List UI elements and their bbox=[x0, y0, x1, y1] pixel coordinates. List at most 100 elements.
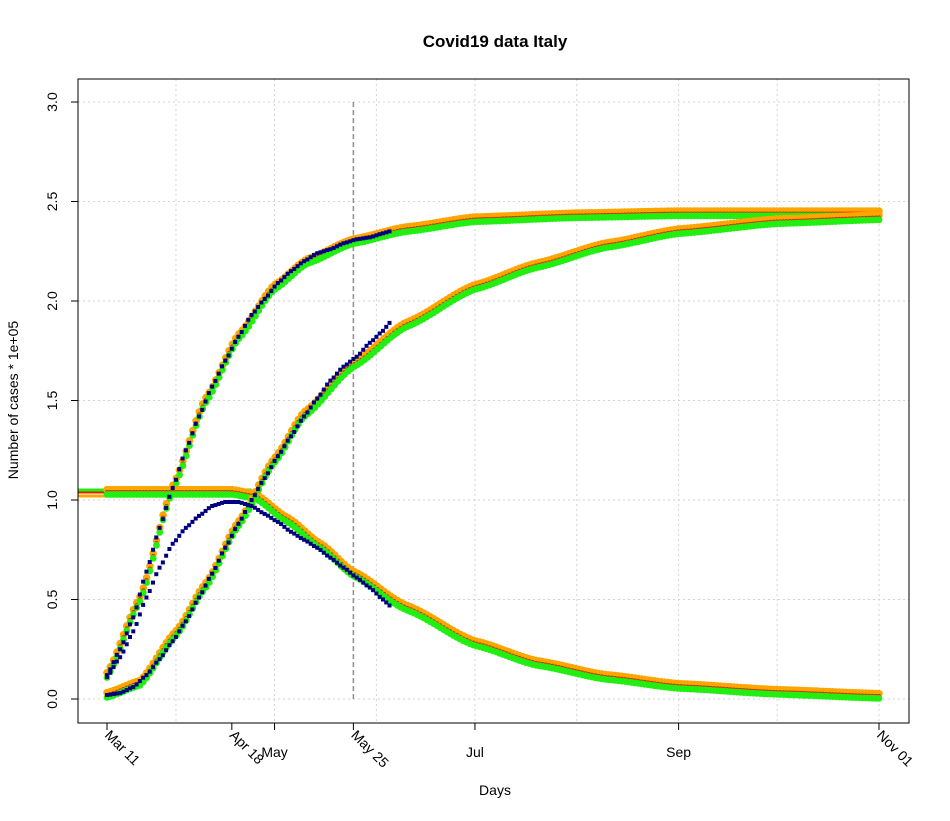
observed-series-closed bbox=[105, 320, 392, 698]
observed-point-closed bbox=[318, 392, 323, 397]
observed-point-cumulative bbox=[321, 249, 326, 254]
observed-point-closed bbox=[200, 590, 205, 595]
observed-point-active bbox=[256, 507, 261, 512]
observed-point-active bbox=[160, 560, 165, 565]
y-axis-label: Number of cases * 1e+05 bbox=[5, 321, 21, 480]
observed-point-active bbox=[236, 499, 241, 504]
observed-point-closed bbox=[226, 540, 231, 545]
observed-point-cumulative bbox=[252, 309, 257, 314]
observed-point-closed bbox=[262, 476, 267, 481]
observed-point-closed bbox=[223, 545, 228, 550]
observed-point-cumulative bbox=[351, 238, 356, 243]
observed-point-closed bbox=[380, 328, 385, 333]
observed-point-cumulative bbox=[236, 334, 241, 339]
observed-point-closed bbox=[298, 418, 303, 423]
fit-point-cumulative-green bbox=[176, 471, 183, 479]
observed-point-cumulative bbox=[118, 647, 123, 652]
y-tick-label: 0.0 bbox=[44, 689, 60, 709]
observed-point-active bbox=[259, 510, 264, 515]
observed-point-active bbox=[134, 621, 139, 626]
x-tick-label: Jul bbox=[466, 744, 484, 760]
observed-point-active bbox=[131, 629, 136, 634]
observed-point-active bbox=[285, 527, 290, 532]
observed-point-cumulative bbox=[219, 364, 224, 369]
observed-point-cumulative bbox=[305, 257, 310, 262]
observed-point-active bbox=[272, 518, 277, 523]
x-tick-label: Sep bbox=[666, 744, 691, 760]
observed-point-cumulative bbox=[200, 407, 205, 412]
observed-point-closed bbox=[311, 400, 316, 405]
fit-point-closed-green bbox=[242, 512, 249, 520]
observed-point-cumulative bbox=[180, 456, 185, 461]
observed-point-cumulative bbox=[131, 615, 136, 620]
observed-point-cumulative bbox=[302, 259, 307, 264]
observed-point-cumulative bbox=[311, 252, 316, 257]
observed-points bbox=[105, 229, 392, 698]
observed-point-closed bbox=[279, 449, 284, 454]
observed-point-cumulative bbox=[341, 241, 346, 246]
observed-point-active bbox=[328, 555, 333, 560]
fit-point-cumulative-green bbox=[205, 393, 213, 401]
observed-point-closed bbox=[354, 354, 359, 359]
observed-point-active bbox=[292, 531, 297, 536]
observed-point-closed bbox=[183, 619, 188, 624]
observed-point-cumulative bbox=[249, 312, 254, 317]
observed-point-cumulative bbox=[239, 330, 244, 335]
observed-point-active bbox=[279, 522, 284, 527]
observed-point-active bbox=[213, 503, 218, 508]
fit-point-closed-green bbox=[875, 216, 883, 224]
observed-point-cumulative bbox=[364, 235, 369, 240]
observed-point-active bbox=[325, 553, 330, 558]
observed-point-active bbox=[223, 499, 228, 504]
observed-point-cumulative bbox=[295, 264, 300, 269]
observed-point-active bbox=[173, 538, 178, 543]
observed-series-active bbox=[105, 499, 392, 680]
observed-point-active bbox=[167, 547, 172, 552]
y-tick-label: 2.5 bbox=[44, 192, 60, 212]
observed-point-active bbox=[242, 501, 247, 506]
observed-point-closed bbox=[308, 405, 313, 410]
observed-point-closed bbox=[111, 692, 116, 697]
observed-point-active bbox=[127, 635, 132, 640]
observed-point-closed bbox=[334, 371, 339, 376]
observed-point-active bbox=[105, 675, 109, 680]
observed-point-closed bbox=[249, 498, 254, 502]
observed-point-cumulative bbox=[216, 371, 221, 376]
observed-point-closed bbox=[321, 387, 326, 392]
observed-point-active bbox=[371, 588, 376, 593]
observed-point-active bbox=[239, 500, 244, 505]
observed-point-cumulative bbox=[265, 293, 270, 298]
observed-point-closed bbox=[302, 414, 307, 419]
observed-point-active bbox=[206, 506, 211, 511]
observed-point-active bbox=[357, 577, 362, 582]
x-tick-label: May bbox=[261, 744, 287, 760]
observed-point-cumulative bbox=[377, 232, 382, 237]
observed-point-cumulative bbox=[226, 353, 231, 358]
observed-point-active bbox=[190, 519, 195, 524]
observed-point-active bbox=[114, 659, 119, 664]
observed-point-active bbox=[196, 513, 201, 518]
observed-point-cumulative bbox=[127, 622, 132, 627]
observed-point-closed bbox=[114, 691, 119, 696]
observed-point-cumulative bbox=[223, 358, 228, 363]
observed-point-cumulative bbox=[164, 505, 169, 510]
observed-point-closed bbox=[187, 614, 192, 619]
observed-point-active bbox=[269, 515, 274, 520]
observed-point-active bbox=[387, 603, 392, 608]
observed-point-active bbox=[219, 500, 224, 505]
observed-point-closed bbox=[328, 378, 333, 383]
observed-series-cumulative bbox=[105, 229, 392, 678]
observed-point-cumulative bbox=[157, 525, 162, 530]
observed-point-active bbox=[384, 600, 389, 605]
observed-point-closed bbox=[325, 382, 330, 387]
observed-point-active bbox=[364, 583, 369, 588]
observed-point-cumulative bbox=[348, 239, 353, 244]
observed-point-cumulative bbox=[134, 605, 139, 610]
observed-point-closed bbox=[259, 480, 264, 485]
fit-series-active-green bbox=[103, 491, 883, 702]
observed-point-cumulative bbox=[292, 266, 297, 271]
observed-point-closed bbox=[134, 682, 139, 687]
fit-curves bbox=[78, 207, 883, 702]
